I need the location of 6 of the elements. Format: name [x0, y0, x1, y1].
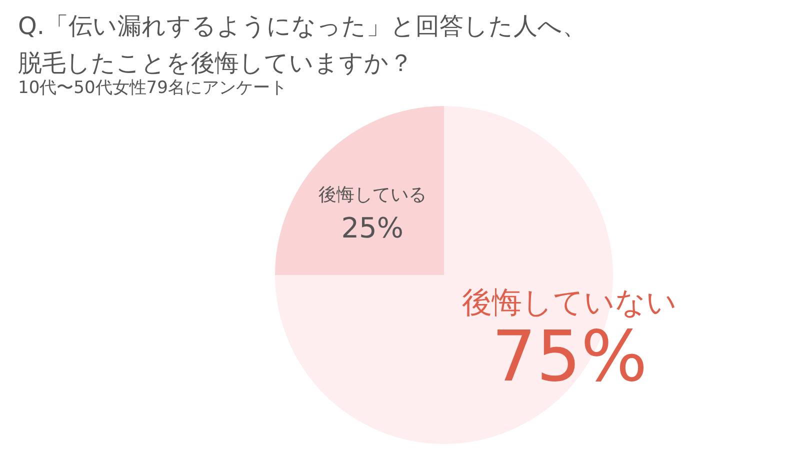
slice-label: 後悔していない — [462, 286, 678, 321]
chart-title: Q.「伝い漏れするようになった」と回答した人へ、脱毛したことを後悔していますか？ — [18, 12, 587, 77]
chart-subtitle: 10代〜50代女性79名にアンケート — [18, 78, 287, 98]
slice-label: 後悔している — [318, 184, 426, 206]
pie-slice — [275, 106, 444, 275]
data-label: 25% — [341, 211, 404, 244]
